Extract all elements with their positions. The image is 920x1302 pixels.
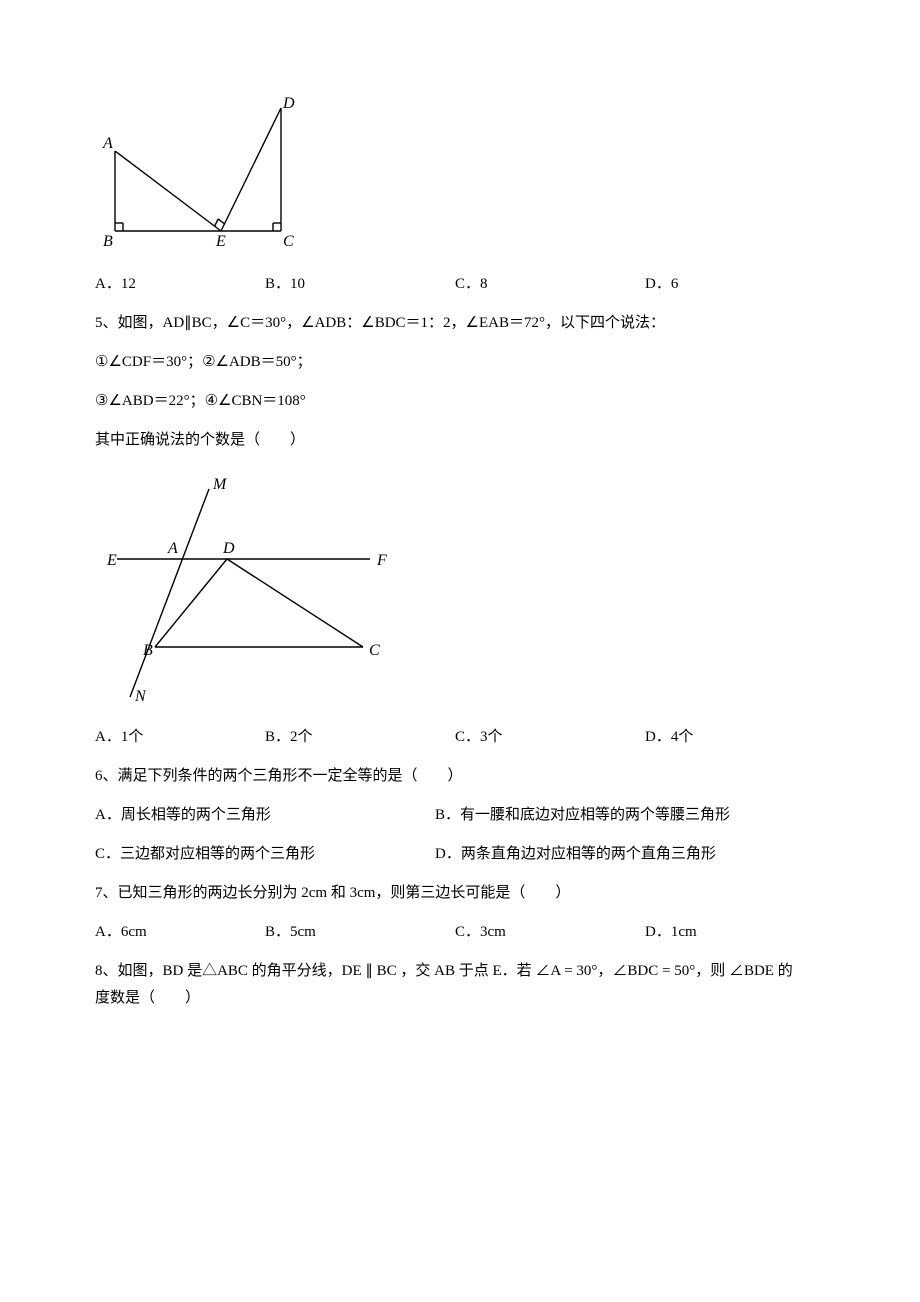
svg-text:M: M [212, 476, 228, 493]
q5-option-c: C．3个 [455, 727, 645, 748]
q5-stem: 5、如图，AD∥BC，∠C＝30°，∠ADB：∠BDC＝1：2，∠EAB＝72°… [95, 313, 825, 334]
svg-text:C: C [283, 233, 294, 250]
q6-option-d: D．两条直角边对应相等的两个直角三角形 [435, 844, 716, 865]
q7-option-a: A．6cm [95, 922, 265, 943]
q5-option-d: D．4个 [645, 727, 693, 748]
geometry-diagram-2: E F A D B C M N [95, 469, 395, 709]
q8-stem-line2: 度数是（ ） [95, 988, 825, 1009]
svg-text:D: D [222, 540, 235, 557]
q5-statements-1: ①∠CDF＝30°；②∠ADB＝50°； [95, 352, 825, 373]
svg-text:B: B [103, 233, 113, 250]
q6-option-b: B．有一腰和底边对应相等的两个等腰三角形 [435, 805, 730, 826]
figure-q4: A B E C D [95, 96, 825, 256]
q4-option-b: B．10 [265, 274, 455, 295]
q7-option-b: B．5cm [265, 922, 455, 943]
geometry-diagram-1: A B E C D [95, 96, 305, 256]
svg-text:E: E [215, 233, 226, 250]
q6-option-a: A．周长相等的两个三角形 [95, 805, 435, 826]
svg-text:A: A [102, 135, 113, 152]
figure-q5: E F A D B C M N [95, 469, 825, 709]
q7-option-c: C．3cm [455, 922, 645, 943]
q5-ask: 其中正确说法的个数是（ ） [95, 430, 825, 451]
q5-statements-2: ③∠ABD＝22°；④∠CBN＝108° [95, 391, 825, 412]
svg-text:A: A [167, 540, 178, 557]
q5-option-a: A．1个 [95, 727, 265, 748]
q7-option-d: D．1cm [645, 922, 697, 943]
q6-options-row1: A．周长相等的两个三角形 B．有一腰和底边对应相等的两个等腰三角形 [95, 805, 825, 826]
q6-options-row2: C．三边都对应相等的两个三角形 D．两条直角边对应相等的两个直角三角形 [95, 844, 825, 865]
q7-stem: 7、已知三角形的两边长分别为 2cm 和 3cm，则第三边长可能是（ ） [95, 883, 825, 904]
svg-text:N: N [134, 688, 147, 705]
q4-option-a: A．12 [95, 274, 265, 295]
svg-text:E: E [106, 552, 117, 569]
q8-stem-line1: 8、如图，BD 是△ABC 的角平分线，DE ∥ BC ，交 AB 于点 E．若… [95, 961, 825, 982]
q7-options: A．6cm B．5cm C．3cm D．1cm [95, 922, 825, 943]
svg-text:F: F [376, 552, 387, 569]
q4-option-c: C．8 [455, 274, 645, 295]
svg-text:B: B [143, 642, 153, 659]
q6-option-c: C．三边都对应相等的两个三角形 [95, 844, 435, 865]
q5-options: A．1个 B．2个 C．3个 D．4个 [95, 727, 825, 748]
svg-text:C: C [369, 642, 380, 659]
q4-options: A．12 B．10 C．8 D．6 [95, 274, 825, 295]
q5-option-b: B．2个 [265, 727, 455, 748]
svg-text:D: D [282, 96, 295, 112]
q4-option-d: D．6 [645, 274, 678, 295]
q6-stem: 6、满足下列条件的两个三角形不一定全等的是（ ） [95, 766, 825, 787]
